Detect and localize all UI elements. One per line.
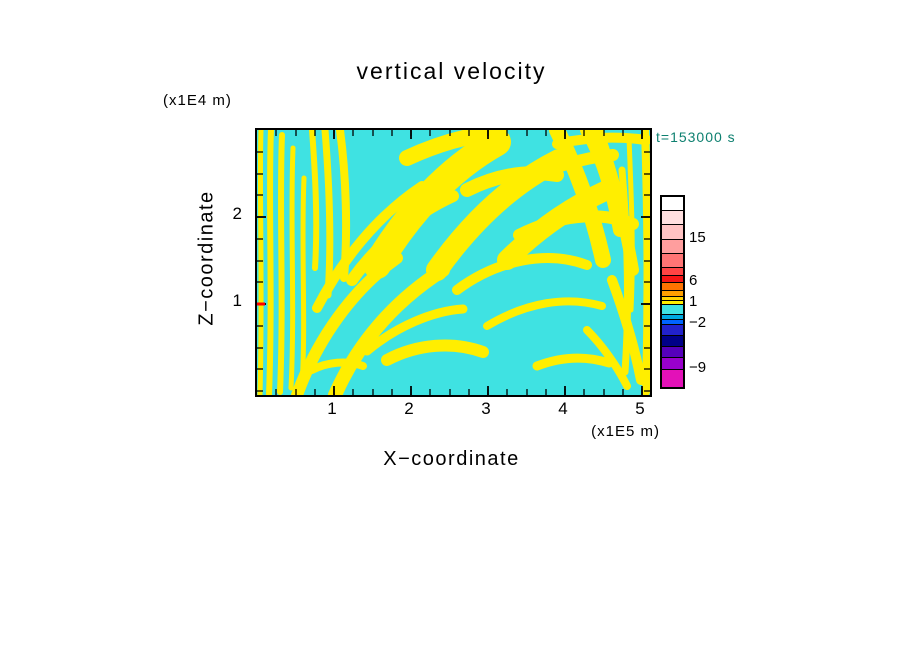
x-tick-label: 4 bbox=[558, 399, 568, 418]
colorbar-segment bbox=[662, 320, 683, 325]
y-axis-unit-label: (x1E4 m) bbox=[163, 92, 232, 109]
colorbar-segment bbox=[662, 197, 683, 211]
colorbar-segment bbox=[662, 370, 683, 387]
colorbar-segment bbox=[662, 336, 683, 347]
x-tick-label: 5 bbox=[635, 399, 645, 418]
colorbar-segment bbox=[662, 315, 683, 320]
colorbar-tick-label: 6 bbox=[689, 272, 698, 289]
colorbar-segments bbox=[662, 197, 683, 387]
x-tick-label: 3 bbox=[481, 399, 491, 418]
colorbar-tick-label: 15 bbox=[689, 229, 706, 246]
colorbar-segment bbox=[662, 254, 683, 268]
colorbar-segment bbox=[662, 268, 683, 276]
colorbar-segment bbox=[662, 347, 683, 358]
colorbar-segment bbox=[662, 283, 683, 291]
chart-title: vertical velocity bbox=[356, 58, 547, 84]
plot-canvas bbox=[257, 130, 650, 395]
x-axis-title: X−coordinate bbox=[383, 448, 520, 470]
colorbar-segment bbox=[662, 225, 683, 240]
colorbar-segment bbox=[662, 325, 683, 336]
y-tick-label: 1 bbox=[232, 291, 242, 310]
y-tick-label: 2 bbox=[232, 204, 242, 223]
time-annotation: t=153000 s bbox=[656, 129, 736, 145]
x-axis-unit-label: (x1E5 m) bbox=[591, 423, 660, 440]
colorbar-segment bbox=[662, 291, 683, 297]
colorbar bbox=[660, 195, 685, 389]
colorbar-labels: 15 6 1 −2 −9 bbox=[689, 195, 733, 385]
x-tick-label: 1 bbox=[327, 399, 337, 418]
colorbar-segment bbox=[662, 301, 683, 305]
colorbar-segment bbox=[662, 358, 683, 370]
colorbar-segment bbox=[662, 240, 683, 254]
colorbar-tick-label: −2 bbox=[689, 314, 707, 331]
x-tick-labels: 1 2 3 4 5 bbox=[255, 399, 648, 421]
axis-ticks bbox=[257, 130, 650, 395]
colorbar-tick-label: −9 bbox=[689, 359, 707, 376]
plot-frame bbox=[255, 128, 652, 397]
colorbar-segment bbox=[662, 305, 683, 315]
field-streaks bbox=[257, 130, 650, 395]
colorbar-tick-label: 1 bbox=[689, 293, 698, 310]
colorbar-segment bbox=[662, 276, 683, 283]
colorbar-segment bbox=[662, 211, 683, 225]
x-tick-label: 2 bbox=[404, 399, 414, 418]
colorbar-segment bbox=[662, 297, 683, 301]
